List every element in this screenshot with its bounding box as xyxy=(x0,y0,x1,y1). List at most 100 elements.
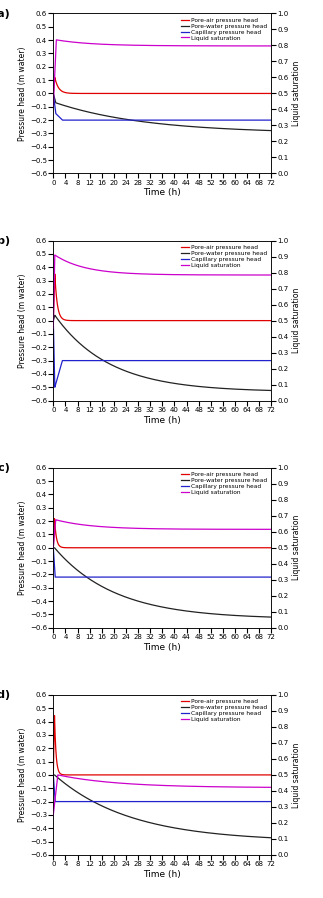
Pore-water pressure head xyxy=(205,608,209,619)
Pore-air pressure head xyxy=(54,527,58,538)
Capillary pressure head xyxy=(205,572,209,583)
Pore-water pressure head xyxy=(205,122,209,133)
Y-axis label: Pressure head (m water): Pressure head (m water) xyxy=(18,500,27,595)
Pore-air pressure head xyxy=(53,710,57,721)
Line: Liquid saturation: Liquid saturation xyxy=(53,520,271,548)
Pore-air pressure head xyxy=(90,542,94,553)
Capillary pressure head xyxy=(65,115,68,126)
Pore-water pressure head xyxy=(89,795,93,806)
Pore-air pressure head xyxy=(65,315,68,326)
Line: Pore-water pressure head: Pore-water pressure head xyxy=(53,315,271,391)
Pore-air pressure head xyxy=(269,315,273,326)
Capillary pressure head xyxy=(90,115,94,126)
Line: Pore-water pressure head: Pore-water pressure head xyxy=(53,775,271,838)
Liquid saturation xyxy=(51,809,55,820)
Capillary pressure head xyxy=(61,797,65,807)
Pore-water pressure head xyxy=(65,779,68,790)
Liquid saturation xyxy=(90,775,94,786)
Liquid saturation xyxy=(51,323,55,334)
Pore-water pressure head xyxy=(51,542,55,553)
Capillary pressure head xyxy=(65,797,68,807)
Pore-water pressure head xyxy=(63,323,67,334)
X-axis label: Time (h): Time (h) xyxy=(143,870,181,879)
Capillary pressure head xyxy=(205,797,209,807)
Capillary pressure head xyxy=(63,115,67,126)
Text: (b): (b) xyxy=(0,236,10,246)
X-axis label: Time (h): Time (h) xyxy=(143,416,181,425)
Line: Liquid saturation: Liquid saturation xyxy=(53,40,271,106)
Capillary pressure head xyxy=(51,542,55,553)
Pore-water pressure head xyxy=(90,348,94,358)
Pore-air pressure head xyxy=(51,770,55,780)
Pore-air pressure head xyxy=(269,542,273,553)
Liquid saturation xyxy=(205,40,209,51)
Pore-air pressure head xyxy=(54,284,58,295)
Pore-air pressure head xyxy=(51,542,55,553)
Pore-air pressure head xyxy=(90,88,94,99)
Liquid saturation xyxy=(54,515,58,525)
Pore-air pressure head xyxy=(205,770,209,780)
Pore-water pressure head xyxy=(61,777,65,788)
Legend: Pore-air pressure head, Pore-water pressure head, Capillary pressure head, Liqui: Pore-air pressure head, Pore-water press… xyxy=(180,471,268,496)
Y-axis label: Liquid saturation: Liquid saturation xyxy=(292,743,301,807)
Pore-water pressure head xyxy=(63,779,67,789)
Liquid saturation xyxy=(65,256,68,267)
Text: (a): (a) xyxy=(0,9,10,19)
Pore-air pressure head xyxy=(53,72,57,83)
Capillary pressure head xyxy=(63,356,67,366)
Liquid saturation xyxy=(65,517,68,528)
Pore-air pressure head xyxy=(63,87,67,98)
Pore-water pressure head xyxy=(61,551,65,562)
Capillary pressure head xyxy=(53,797,57,807)
Pore-water pressure head xyxy=(54,544,57,555)
Pore-water pressure head xyxy=(269,125,273,136)
Pore-water pressure head xyxy=(54,97,57,108)
Liquid saturation xyxy=(51,542,55,553)
Capillary pressure head xyxy=(51,315,55,326)
Liquid saturation xyxy=(205,781,209,792)
Pore-water pressure head xyxy=(269,832,273,843)
Capillary pressure head xyxy=(54,797,58,807)
Liquid saturation xyxy=(90,39,94,49)
Liquid saturation xyxy=(53,250,57,260)
Capillary pressure head xyxy=(269,356,273,366)
Line: Pore-air pressure head: Pore-air pressure head xyxy=(53,274,271,321)
Pore-water pressure head xyxy=(89,107,93,118)
Liquid saturation xyxy=(90,264,94,275)
Liquid saturation xyxy=(63,516,67,527)
Pore-water pressure head xyxy=(269,612,273,622)
Liquid saturation xyxy=(61,770,65,781)
Pore-water pressure head xyxy=(54,770,57,781)
Pore-air pressure head xyxy=(65,542,68,553)
Y-axis label: Liquid saturation: Liquid saturation xyxy=(292,61,301,126)
Pore-air pressure head xyxy=(63,542,67,553)
Legend: Pore-air pressure head, Pore-water pressure head, Capillary pressure head, Liqui: Pore-air pressure head, Pore-water press… xyxy=(180,243,268,269)
Liquid saturation xyxy=(269,782,273,793)
Liquid saturation xyxy=(269,269,273,280)
Pore-air pressure head xyxy=(61,86,65,97)
X-axis label: Time (h): Time (h) xyxy=(143,189,181,198)
Liquid saturation xyxy=(54,48,57,58)
Pore-water pressure head xyxy=(53,310,57,321)
Pore-water pressure head xyxy=(54,312,58,322)
Capillary pressure head xyxy=(205,356,209,366)
Liquid saturation xyxy=(51,101,55,111)
Pore-air pressure head xyxy=(269,88,273,99)
Liquid saturation xyxy=(54,251,58,261)
Capillary pressure head xyxy=(61,356,65,366)
Pore-air pressure head xyxy=(51,315,55,326)
Capillary pressure head xyxy=(65,356,68,366)
Pore-water pressure head xyxy=(61,100,65,110)
Capillary pressure head xyxy=(63,797,67,807)
Legend: Pore-air pressure head, Pore-water pressure head, Capillary pressure head, Liqui: Pore-air pressure head, Pore-water press… xyxy=(180,698,268,723)
Liquid saturation xyxy=(63,771,67,782)
Capillary pressure head xyxy=(54,379,58,390)
Liquid saturation xyxy=(65,771,68,782)
Pore-air pressure head xyxy=(63,770,67,780)
Pore-air pressure head xyxy=(269,770,273,780)
Line: Capillary pressure head: Capillary pressure head xyxy=(53,775,271,802)
Capillary pressure head xyxy=(54,108,57,119)
Pore-water pressure head xyxy=(205,382,209,392)
Liquid saturation xyxy=(269,40,273,51)
Line: Pore-water pressure head: Pore-water pressure head xyxy=(53,93,271,130)
